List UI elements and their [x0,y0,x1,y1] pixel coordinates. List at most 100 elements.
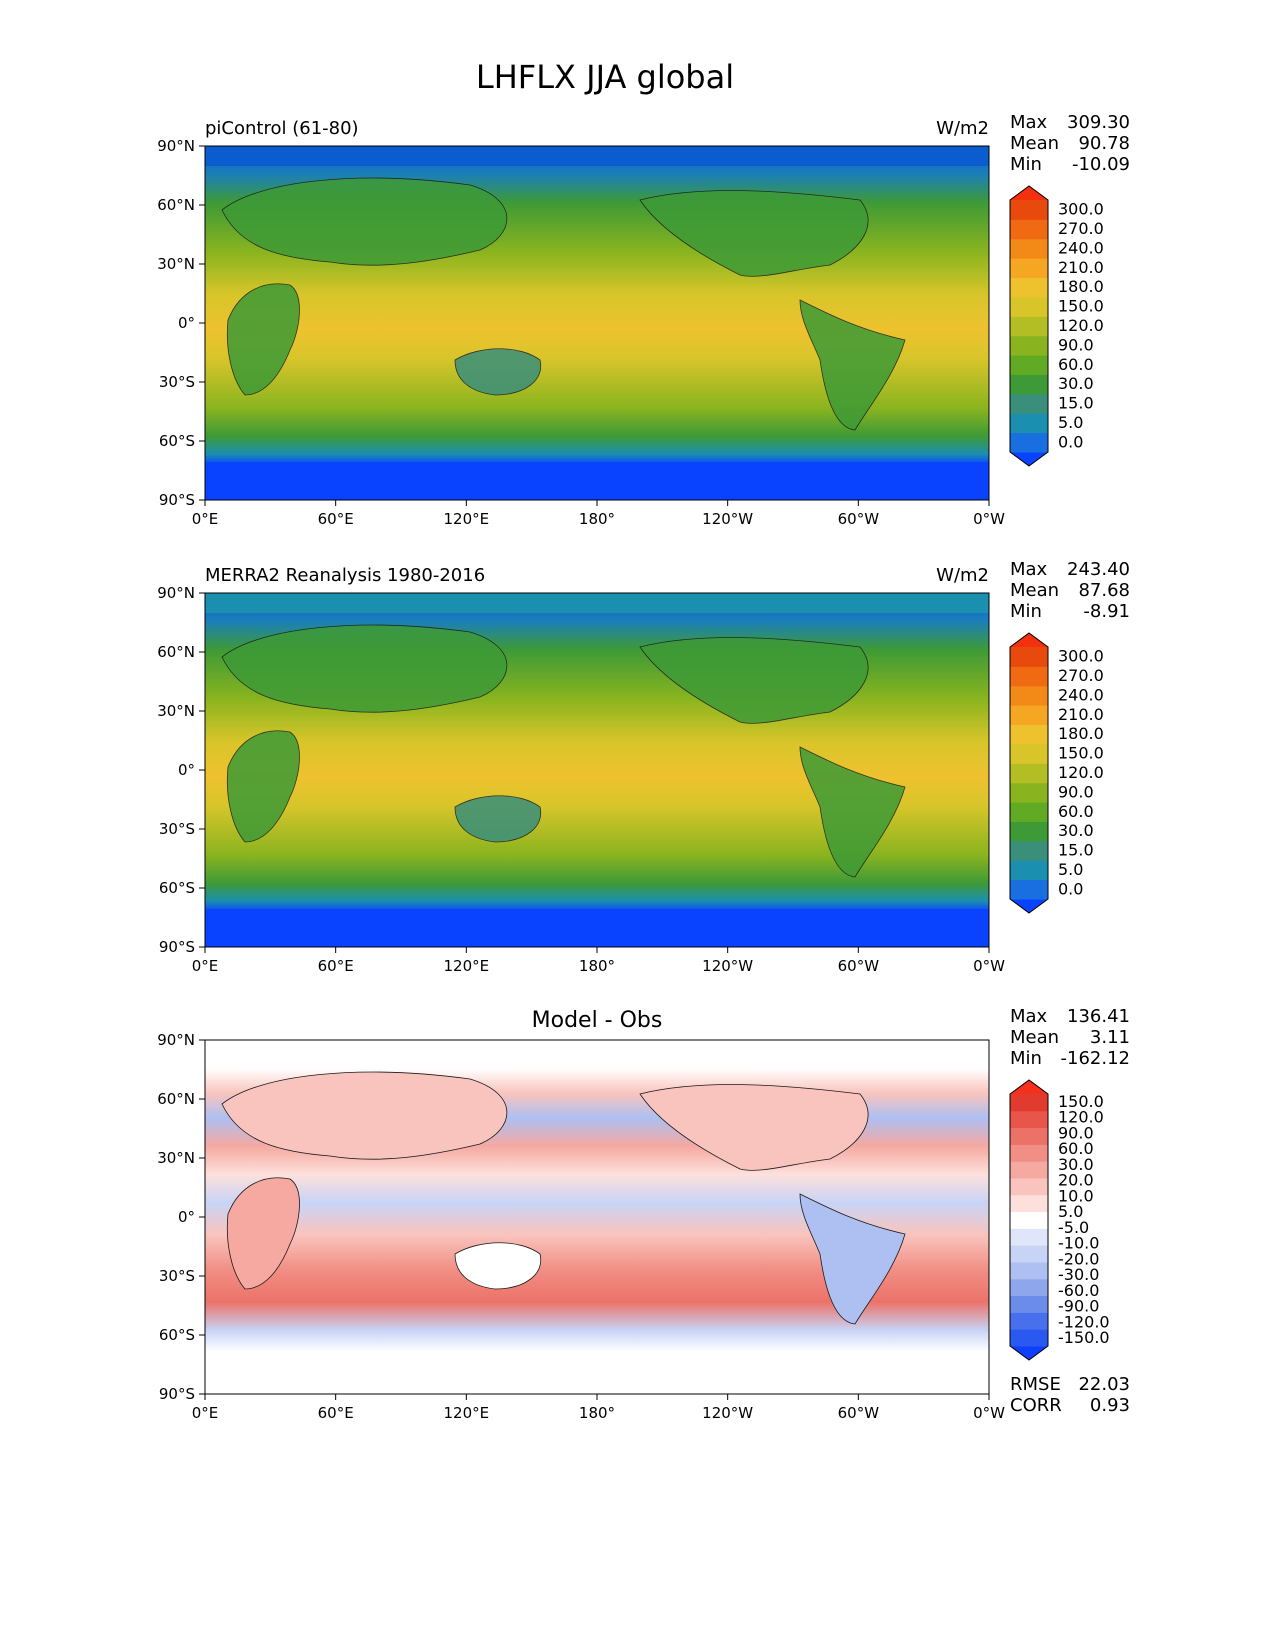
colorbar-segment [1010,316,1048,337]
lon-tick-label: 60°E [318,510,354,528]
colorbar-segment [1010,296,1048,317]
colorbar-segment [1010,1161,1048,1179]
antarctica-picontrol [205,462,989,500]
colorbar-segment [1010,1262,1048,1280]
colorbar-segment [1010,1295,1048,1313]
antarctica-merra2 [205,909,989,947]
colorbar-segment [1010,782,1048,803]
colorbar-label: 15.0 [1058,394,1094,413]
lat-tick-label: 30°S [159,373,195,391]
colorbar-label: 0.0 [1058,879,1083,898]
colorbar-label: 120.0 [1058,316,1104,335]
colorbar-label: 240.0 [1058,685,1104,704]
colorbar-segment [1010,355,1048,375]
colorbar-label: 60.0 [1058,355,1094,374]
colorbar-segment [1010,763,1048,784]
colorbar-segment [1010,1329,1048,1347]
colorbar-segment [1010,1211,1048,1229]
colorbar-segment [1010,647,1048,667]
stat-min-value-merra2: -8.91 [1083,601,1130,622]
colorbar-label: -120.0 [1058,1312,1110,1331]
continents-merra2 [221,624,906,878]
colorbar-extend-high [1010,1080,1048,1094]
lon-tick-label: 120°W [702,510,753,528]
colorbar-label: 90.0 [1058,335,1094,354]
colorbar-label: 60.0 [1058,1139,1094,1158]
stat-mean-label-picontrol: Mean [1010,133,1059,154]
colorbar-segment [1010,1127,1048,1145]
lat-tick-label: 60°N [157,1090,195,1108]
lon-ticks-picontrol: 0°E 60°E 120°E 180° 120°W 60°W 0°W [192,500,1005,528]
stat-min-label-merra2: Min [1010,601,1042,622]
colorbar-extend-low [1010,452,1048,466]
colorbar-segment [1010,705,1048,726]
corr-value: 0.93 [1090,1395,1130,1416]
lat-tick-label: 30°N [157,1149,195,1167]
colorbar-label: 270.0 [1058,666,1104,685]
lat-tick-label: 0° [178,314,195,332]
stat-min-value-difference: -162.12 [1061,1048,1130,1069]
lat-tick-label: 60°S [159,1326,195,1344]
colorbar-label: -90.0 [1058,1297,1099,1316]
colorbar-label: 30.0 [1058,374,1094,393]
lon-tick-label: 120°E [444,510,490,528]
colorbar-label: 90.0 [1058,1123,1094,1142]
colorbar-label: 180.0 [1058,277,1104,296]
colorbar-segment [1010,840,1048,861]
colorbar-label: -150.0 [1058,1328,1110,1347]
stat-max-label-merra2: Max [1010,559,1048,580]
lon-tick-label: 0°W [973,957,1005,975]
lon-ticks-difference: 0°E 60°E 120°E 180° 120°W 60°W 0°W [192,1394,1005,1422]
panel-picontrol: piControl (61-80) W/m2 90°N 60°N 30°N 0° 30°… [157,112,1130,528]
colorbar-label: 150.0 [1058,297,1104,316]
continents-difference [221,1071,906,1325]
colorbar-segment [1010,860,1048,881]
colorbar-segment [1010,432,1048,453]
stat-max-value-difference: 136.41 [1067,1006,1130,1027]
colorbar-label: 0.0 [1058,432,1083,451]
lat-tick-label: 90°N [157,1031,195,1049]
colorbar-label: 5.0 [1058,860,1083,879]
lon-tick-label: 0°E [192,510,219,528]
stat-max-label-difference: Max [1010,1006,1048,1027]
colorbar-extend-low [1010,1346,1048,1360]
lat-tick-label: 60°N [157,196,195,214]
lat-tick-label: 30°N [157,702,195,720]
colorbar-label: 20.0 [1058,1171,1094,1190]
colorbar-segment [1010,821,1048,842]
colorbar-segment [1010,1110,1048,1129]
colorbar-segment [1010,374,1048,395]
arctic-merra2 [205,593,989,613]
stat-max-value-picontrol: 309.30 [1067,112,1130,133]
colorbar-extend-high [1010,633,1048,647]
lon-tick-label: 60°E [318,1404,354,1422]
colorbar-label: 60.0 [1058,802,1094,821]
lon-tick-label: 60°W [838,957,880,975]
colorbar-difference: -150.0-120.0-90.0-60.0-30.0-20.0-10.0-5.… [1009,1079,1110,1361]
units-picontrol: W/m2 [936,118,989,139]
colorbar-label: 180.0 [1058,724,1104,743]
lat-tick-label: 30°N [157,255,195,273]
stat-mean-label-merra2: Mean [1010,580,1059,601]
lat-ticks-merra2: 90°N 60°N 30°N 0° 30°S 60°S 90°S [157,584,205,956]
colorbar-picontrol: 0.05.015.030.060.090.0120.0150.0180.0210… [1009,185,1104,467]
colorbar-segment [1010,1194,1048,1213]
colorbar-segment [1010,1245,1048,1263]
panel-title-difference: Model - Obs [532,1008,663,1033]
lon-tick-label: 0°E [192,957,219,975]
lon-tick-label: 120°W [702,957,753,975]
colorbar-label: 30.0 [1058,821,1094,840]
colorbar-outline [1009,632,1049,914]
lat-tick-label: 90°N [157,137,195,155]
colorbar-label: -60.0 [1058,1281,1099,1300]
lat-tick-label: 0° [178,761,195,779]
colorbar-segment [1010,1094,1048,1112]
stat-min-value-picontrol: -10.09 [1072,154,1130,175]
colorbar-label: 120.0 [1058,1108,1104,1127]
colorbar-segment [1010,1228,1048,1246]
colorbar-label: 15.0 [1058,841,1094,860]
stat-mean-value-picontrol: 90.78 [1078,133,1130,154]
colorbar-segment [1010,1178,1048,1196]
colorbar-segment [1010,1144,1048,1162]
lat-ticks-difference: 90°N 60°N 30°N 0° 30°S 60°S 90°S [157,1031,205,1403]
